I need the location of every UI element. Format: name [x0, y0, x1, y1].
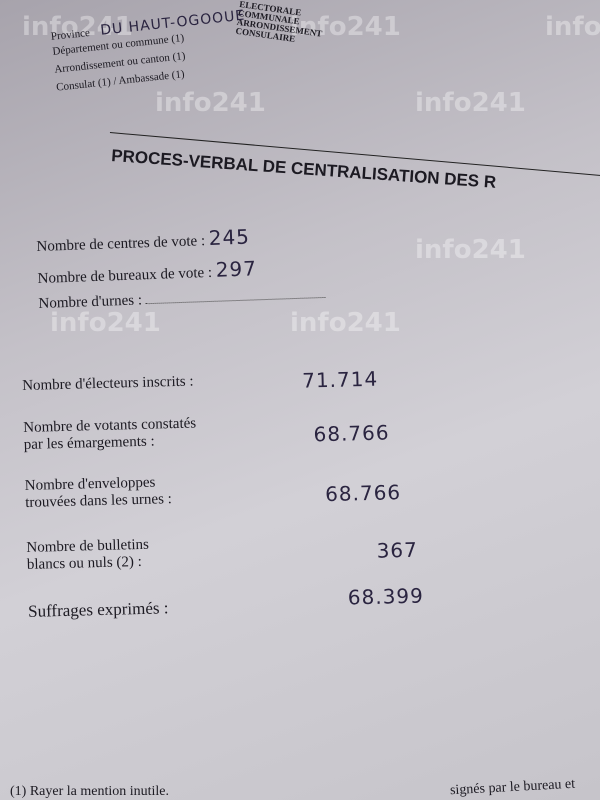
- inscrits-value: 71.714: [301, 366, 379, 393]
- watermark: info241: [155, 88, 266, 118]
- watermark: info241: [545, 12, 600, 42]
- watermark: info241: [415, 88, 526, 118]
- watermark: info241: [290, 308, 401, 338]
- bureaux-value: 297: [215, 256, 258, 282]
- results-section: Nombre d'électeurs inscrits : 71.714 Nom…: [22, 366, 425, 621]
- centres-value: 245: [208, 224, 251, 250]
- footnote-right: signés par le bureau et: [449, 776, 576, 799]
- nuls-value: 367: [376, 537, 419, 563]
- enveloppes-value: 68.766: [324, 480, 402, 507]
- watermark: info241: [22, 12, 133, 42]
- footnote-left: (1) Rayer la mention inutile.: [10, 784, 170, 799]
- counts-section: Nombre de centres de vote : 245 Nombre d…: [36, 222, 326, 328]
- exprimes-value: 68.399: [347, 583, 425, 610]
- watermark: info241: [50, 308, 161, 338]
- watermark: info241: [290, 12, 401, 42]
- votants-value: 68.766: [313, 420, 390, 447]
- watermark: info241: [415, 235, 526, 265]
- header-stamp: ELECTORALE COMMUNALE ARRONDISSEMENT CONS…: [234, 0, 323, 45]
